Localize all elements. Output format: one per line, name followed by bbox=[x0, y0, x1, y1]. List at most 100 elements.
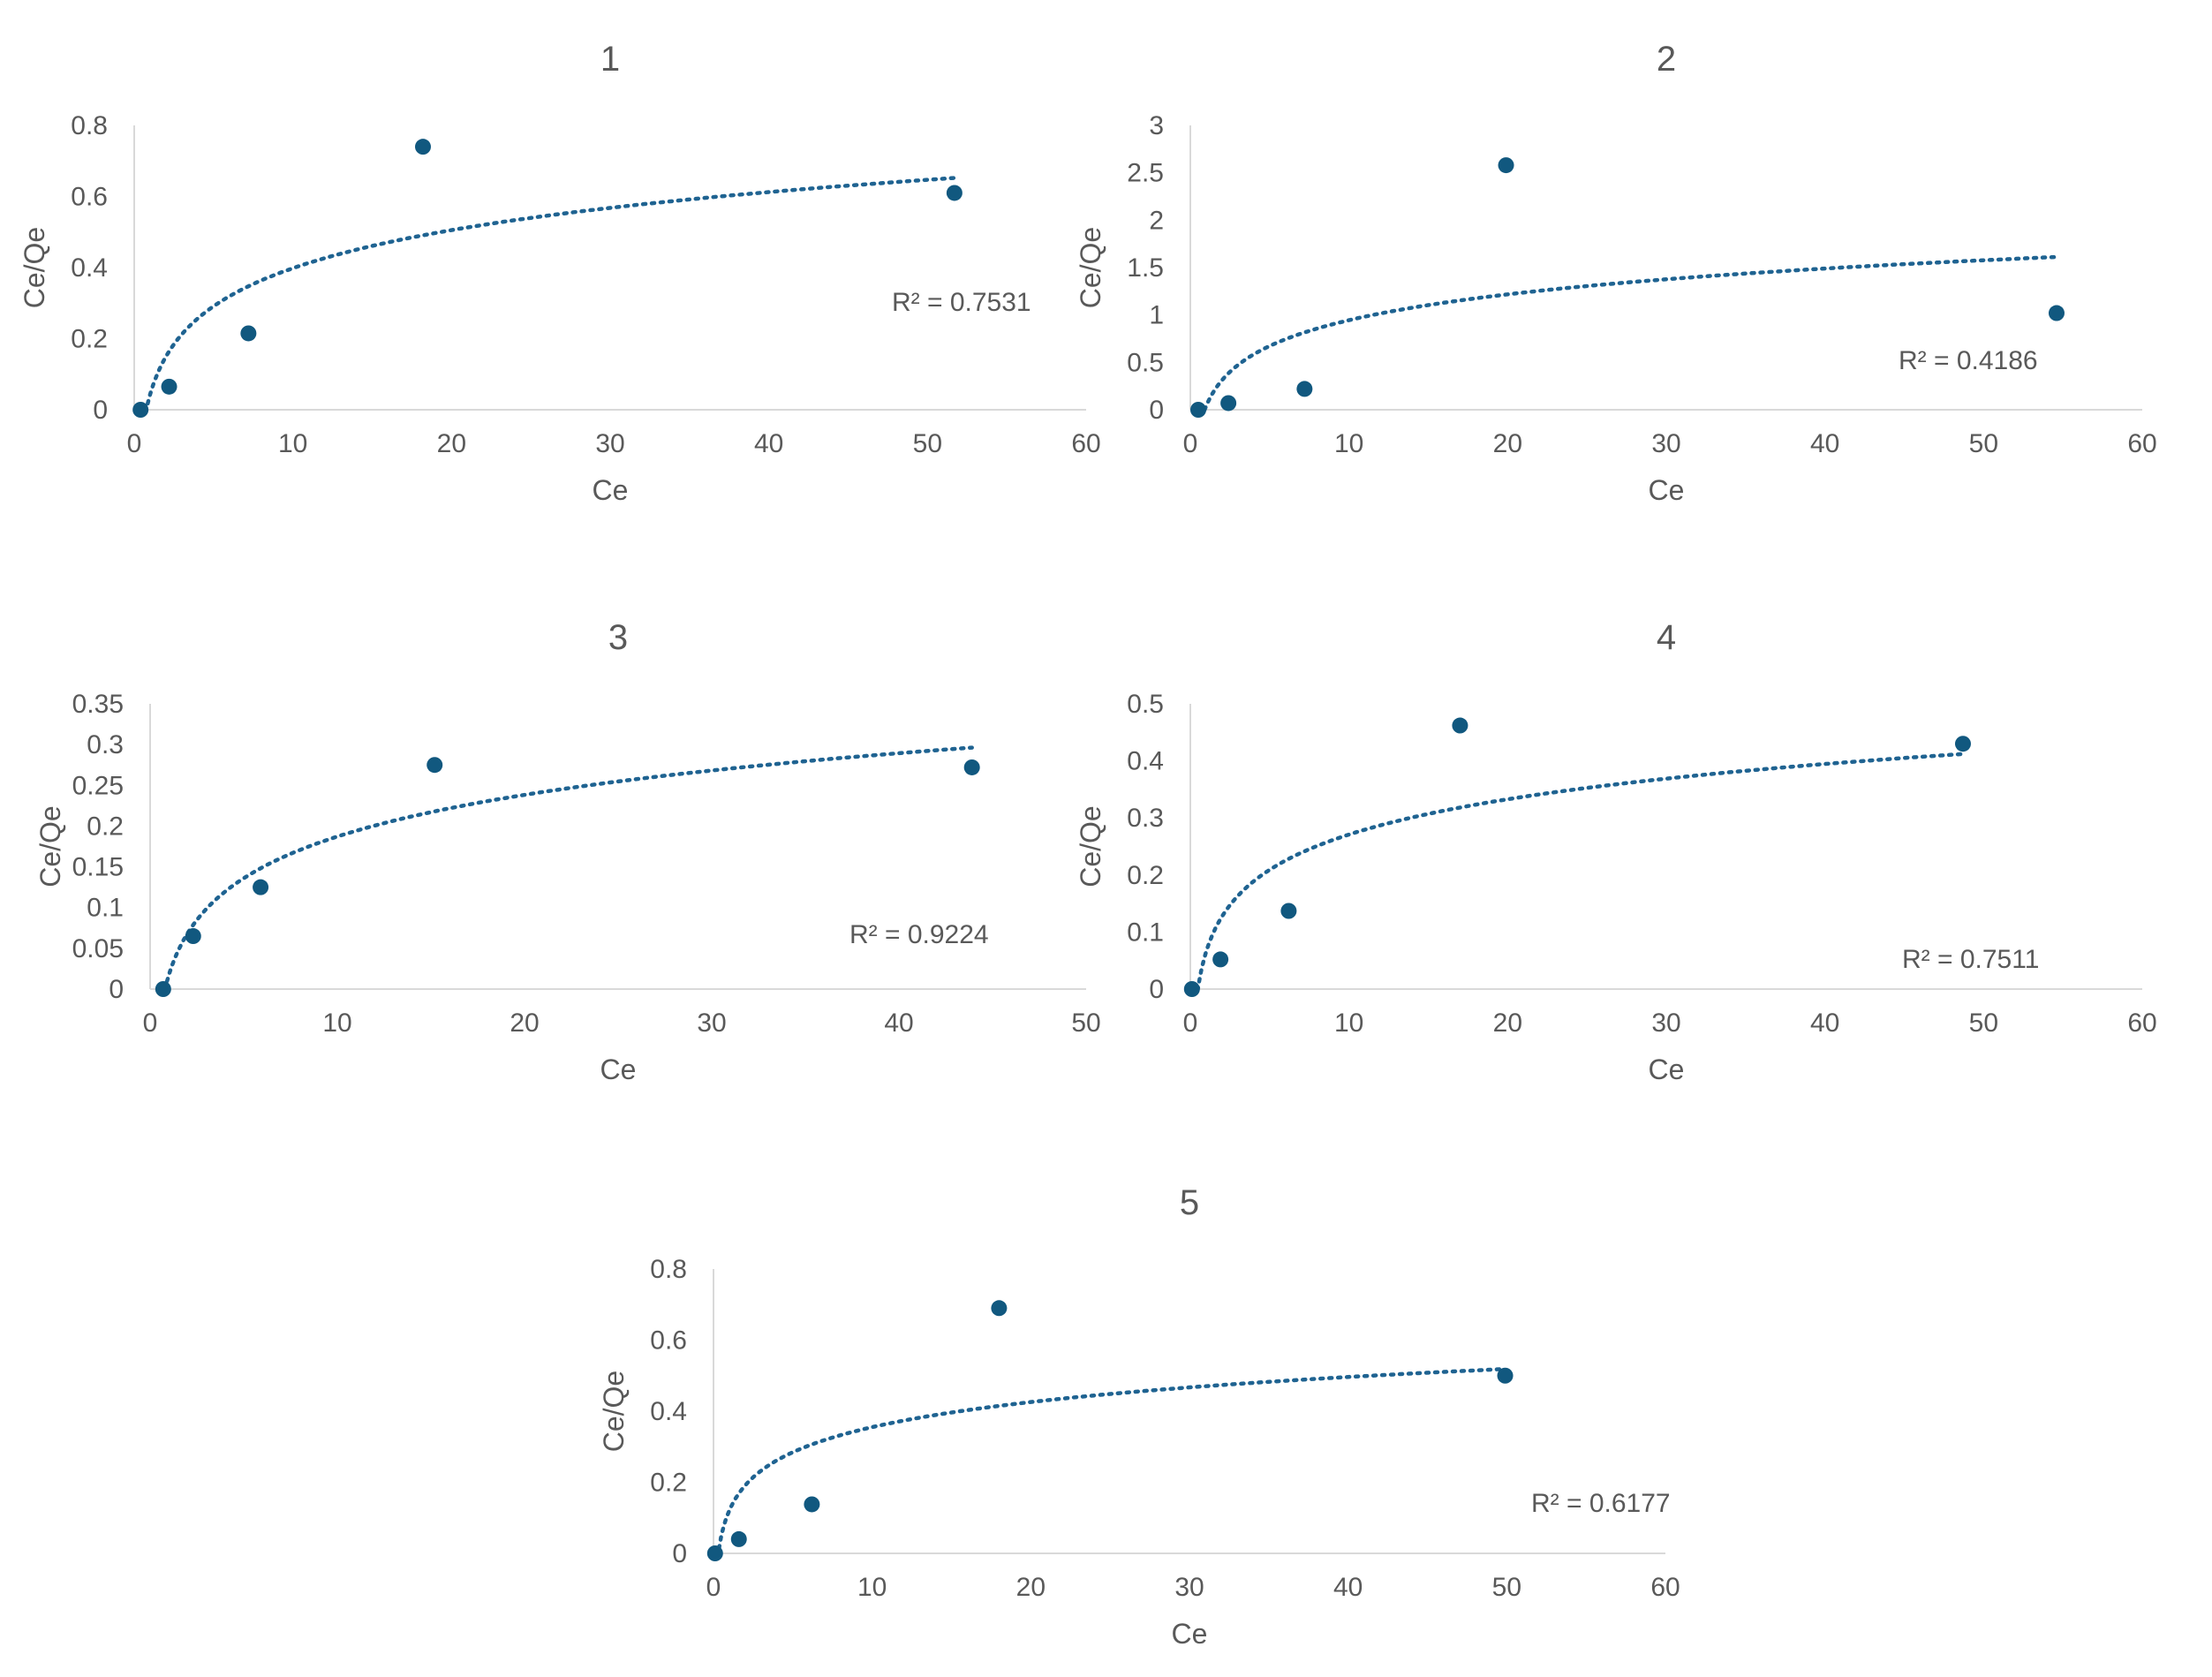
y-tick-label: 2 bbox=[1149, 206, 1164, 235]
chart-title: 3 bbox=[608, 618, 628, 657]
data-point bbox=[1296, 381, 1313, 397]
data-point bbox=[253, 879, 269, 895]
x-tick-label: 40 bbox=[1810, 1008, 1839, 1038]
data-point bbox=[1497, 1367, 1514, 1384]
r-squared-label: R² = 0.9224 bbox=[849, 920, 989, 949]
x-tick-label: 10 bbox=[1334, 429, 1363, 458]
y-axis-title: Ce/Qe bbox=[1075, 227, 1106, 308]
data-point bbox=[132, 402, 149, 418]
y-tick-label: 0.8 bbox=[650, 1255, 687, 1284]
x-tick-label: 60 bbox=[2127, 1008, 2156, 1038]
y-tick-label: 1 bbox=[1149, 301, 1164, 330]
x-tick-label: 50 bbox=[1071, 1008, 1100, 1038]
y-tick-label: 0.35 bbox=[72, 690, 124, 719]
x-tick-label: 40 bbox=[1333, 1573, 1363, 1602]
y-tick-label: 0.6 bbox=[71, 183, 108, 212]
x-tick-label: 0 bbox=[1183, 1008, 1198, 1038]
data-point bbox=[706, 1545, 723, 1561]
data-point bbox=[155, 981, 171, 997]
y-tick-label: 0 bbox=[1149, 975, 1164, 1004]
y-tick-label: 0.5 bbox=[1127, 348, 1164, 377]
y-tick-label: 0.5 bbox=[1127, 690, 1164, 719]
y-tick-label: 0.2 bbox=[650, 1469, 687, 1498]
x-tick-label: 50 bbox=[1492, 1573, 1521, 1602]
y-tick-label: 0.4 bbox=[1127, 747, 1164, 776]
x-tick-label: 30 bbox=[595, 429, 624, 458]
chart-panel-3: 30 10 20 30 40 5000.050.10.150.20.250.30.35Ce… bbox=[34, 618, 1101, 1085]
r-squared-label: R² = 0.6177 bbox=[1531, 1489, 1671, 1518]
x-tick-label: 10 bbox=[857, 1573, 887, 1602]
r-squared-label: R² = 0.7531 bbox=[892, 288, 1031, 317]
y-tick-label: 0.6 bbox=[650, 1326, 687, 1356]
x-tick-label: 40 bbox=[754, 429, 783, 458]
y-tick-label: 1.5 bbox=[1127, 253, 1164, 283]
y-axis-title: Ce/Qe bbox=[1075, 805, 1106, 887]
x-tick-label: 0 bbox=[1183, 429, 1198, 458]
x-tick-label: 60 bbox=[1650, 1573, 1680, 1602]
data-point bbox=[1220, 395, 1237, 412]
chart-title: 4 bbox=[1657, 618, 1676, 657]
x-tick-label: 0 bbox=[143, 1008, 158, 1038]
y-tick-label: 0.4 bbox=[71, 253, 108, 283]
x-tick-label: 50 bbox=[913, 429, 942, 458]
chart-panel-4: 40 10 20 30 40 50 6000.10.20.30.40.5CeCe/QeR² … bbox=[1075, 618, 2157, 1085]
y-tick-label: 0.05 bbox=[72, 934, 124, 963]
x-tick-label: 50 bbox=[1969, 1008, 1998, 1038]
data-point bbox=[1212, 951, 1229, 968]
x-axis-title: Ce bbox=[593, 474, 629, 506]
y-tick-label: 0.25 bbox=[72, 771, 124, 800]
x-tick-label: 30 bbox=[697, 1008, 726, 1038]
data-point bbox=[804, 1496, 820, 1513]
x-tick-label: 20 bbox=[437, 429, 466, 458]
x-tick-label: 30 bbox=[1174, 1573, 1204, 1602]
data-point bbox=[730, 1530, 747, 1547]
log-trendline bbox=[141, 176, 957, 412]
data-point bbox=[1183, 981, 1200, 997]
log-trendline bbox=[1194, 752, 1966, 992]
y-tick-label: 0 bbox=[109, 975, 124, 1004]
data-point bbox=[240, 325, 257, 342]
log-trendline bbox=[162, 745, 974, 992]
y-tick-label: 2.5 bbox=[1127, 159, 1164, 188]
y-tick-label: 0.15 bbox=[72, 853, 124, 882]
r-squared-label: R² = 0.7511 bbox=[1902, 945, 2039, 974]
r-squared-label: R² = 0.4186 bbox=[1899, 346, 2038, 375]
x-tick-label: 10 bbox=[278, 429, 307, 458]
data-point bbox=[1452, 717, 1468, 734]
x-tick-label: 60 bbox=[1071, 429, 1100, 458]
data-point bbox=[1498, 157, 1514, 174]
y-axis-title: Ce/Qe bbox=[34, 805, 66, 887]
x-tick-label: 20 bbox=[1493, 429, 1522, 458]
x-tick-label: 10 bbox=[1334, 1008, 1363, 1038]
y-axis-title: Ce/Qe bbox=[598, 1371, 630, 1452]
chart-title: 5 bbox=[1180, 1183, 1199, 1222]
log-trendline bbox=[717, 1366, 1507, 1551]
y-tick-label: 0.3 bbox=[87, 730, 124, 759]
x-axis-title: Ce bbox=[600, 1054, 637, 1085]
y-tick-label: 0.2 bbox=[71, 325, 108, 354]
x-tick-label: 0 bbox=[706, 1573, 721, 1602]
y-tick-label: 0.2 bbox=[87, 812, 124, 841]
x-axis-title: Ce bbox=[1649, 1054, 1685, 1085]
data-point bbox=[946, 185, 963, 201]
x-tick-label: 40 bbox=[884, 1008, 913, 1038]
y-tick-label: 0.1 bbox=[1127, 918, 1164, 947]
x-tick-label: 10 bbox=[322, 1008, 351, 1038]
data-point bbox=[1280, 903, 1297, 919]
data-point bbox=[963, 759, 980, 775]
x-tick-label: 30 bbox=[1651, 429, 1680, 458]
y-tick-label: 0 bbox=[672, 1539, 687, 1568]
y-tick-label: 0.4 bbox=[650, 1397, 687, 1426]
data-point bbox=[1189, 402, 1206, 418]
data-point bbox=[414, 139, 431, 155]
data-point bbox=[991, 1300, 1008, 1317]
data-point bbox=[161, 378, 177, 395]
chart-title: 2 bbox=[1657, 40, 1676, 79]
y-tick-label: 0 bbox=[93, 396, 108, 425]
x-tick-label: 30 bbox=[1651, 1008, 1680, 1038]
x-axis-title: Ce bbox=[1172, 1618, 1208, 1650]
